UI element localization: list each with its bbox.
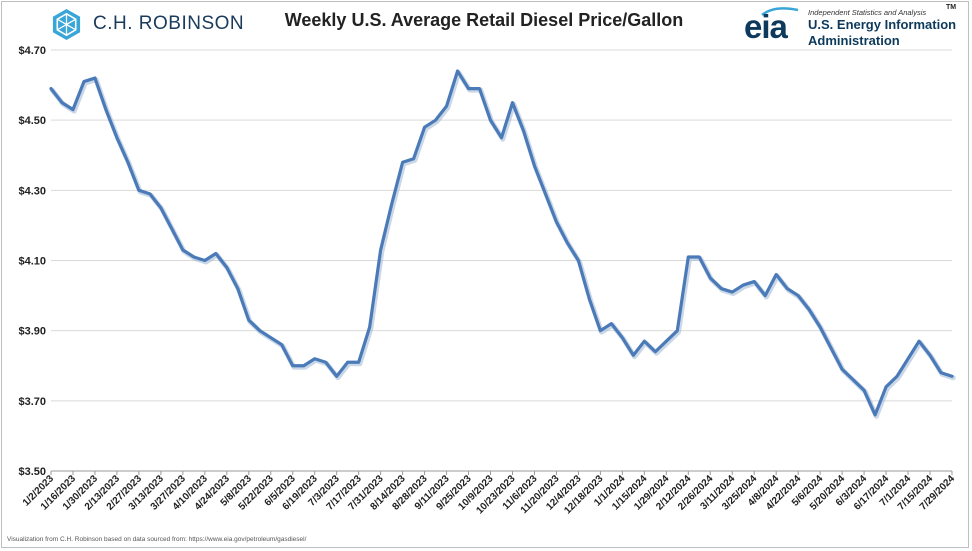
y-tick-label: $4.50 — [18, 115, 46, 127]
y-tick-label: $3.90 — [18, 326, 46, 338]
y-tick-label: $3.50 — [18, 466, 46, 478]
y-tick-label: $4.10 — [18, 256, 46, 268]
y-tick-label: $3.70 — [18, 396, 46, 408]
y-tick-label: $4.30 — [18, 185, 46, 197]
eia-swoosh-icon — [761, 7, 799, 16]
eia-name-line1: U.S. Energy Information — [808, 17, 957, 32]
series-line-shadow — [49, 70, 956, 419]
y-tick-label: $4.70 — [18, 45, 46, 57]
eia-trademark: TM — [946, 4, 957, 11]
chart-title: Weekly U.S. Average Retail Diesel Price/… — [284, 10, 684, 30]
eia-logo: eia Independent Statistics and Analysis … — [744, 4, 966, 50]
series-line-diesel-price — [49, 69, 954, 417]
eia-name-line2: Administration — [808, 33, 900, 48]
chr-hexagon-logo-icon — [52, 8, 81, 40]
eia-wordmark: eia — [744, 8, 788, 45]
chr-brand-name: C.H. ROBINSON — [93, 13, 245, 34]
chr-logo: C.H. ROBINSON — [50, 6, 244, 42]
source-note: Visualization from C.H. Robinson based o… — [7, 536, 307, 543]
eia-tagline: Independent Statistics and Analysis — [808, 8, 927, 17]
